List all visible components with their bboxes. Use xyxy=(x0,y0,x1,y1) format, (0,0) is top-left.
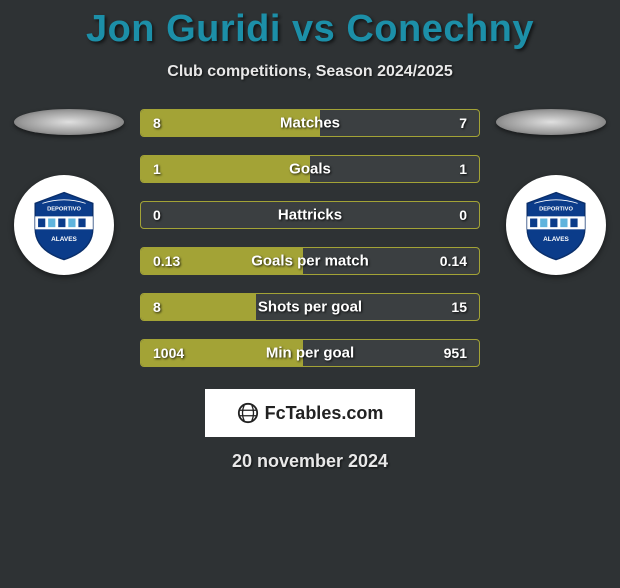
stat-fill xyxy=(141,156,310,182)
comparison-layout: DEPORTIVO ALAVES 8 Matches 7 1 Goals 1 0… xyxy=(0,109,620,385)
club-badge-right: DEPORTIVO ALAVES xyxy=(506,175,606,275)
subtitle: Club competitions, Season 2024/2025 xyxy=(0,63,620,81)
stat-value-left: 8 xyxy=(153,115,161,131)
stat-row-shots-per-goal: 8 Shots per goal 15 xyxy=(140,293,480,321)
stat-value-right: 0 xyxy=(459,207,467,223)
stat-label: Shots per goal xyxy=(258,299,362,316)
stats-column: 8 Matches 7 1 Goals 1 0 Hattricks 0 0.13… xyxy=(140,109,480,385)
club-badge-left: DEPORTIVO ALAVES xyxy=(14,175,114,275)
stat-value-left: 0.13 xyxy=(153,253,180,269)
stat-label: Goals per match xyxy=(251,253,369,270)
stat-value-right: 0.14 xyxy=(440,253,467,269)
stat-label: Min per goal xyxy=(266,345,354,362)
watermark-logo-icon xyxy=(237,402,259,424)
svg-text:DEPORTIVO: DEPORTIVO xyxy=(539,207,573,213)
stat-row-goals: 1 Goals 1 xyxy=(140,155,480,183)
stat-value-left: 1004 xyxy=(153,345,184,361)
stat-value-left: 1 xyxy=(153,161,161,177)
stat-row-matches: 8 Matches 7 xyxy=(140,109,480,137)
player-left-column: DEPORTIVO ALAVES xyxy=(16,109,126,275)
date-text: 20 november 2024 xyxy=(0,451,620,472)
club-crest-right-icon: DEPORTIVO ALAVES xyxy=(520,189,592,261)
watermark-text: FcTables.com xyxy=(265,403,384,424)
club-crest-left-icon: DEPORTIVO ALAVES xyxy=(28,189,100,261)
stat-value-right: 7 xyxy=(459,115,467,131)
stat-row-min-per-goal: 1004 Min per goal 951 xyxy=(140,339,480,367)
stat-row-goals-per-match: 0.13 Goals per match 0.14 xyxy=(140,247,480,275)
stat-value-left: 0 xyxy=(153,207,161,223)
svg-text:DEPORTIVO: DEPORTIVO xyxy=(47,207,81,213)
stat-label: Hattricks xyxy=(278,207,342,224)
stat-row-hattricks: 0 Hattricks 0 xyxy=(140,201,480,229)
stat-value-left: 8 xyxy=(153,299,161,315)
avatar-placeholder-left xyxy=(14,109,124,135)
avatar-placeholder-right xyxy=(496,109,606,135)
stat-label: Goals xyxy=(289,161,331,178)
svg-text:ALAVES: ALAVES xyxy=(51,236,77,243)
svg-text:ALAVES: ALAVES xyxy=(543,236,569,243)
page-title: Jon Guridi vs Conechny xyxy=(0,8,620,51)
stat-label: Matches xyxy=(280,115,340,132)
stat-value-right: 1 xyxy=(459,161,467,177)
stat-value-right: 951 xyxy=(444,345,467,361)
player-right-column: DEPORTIVO ALAVES xyxy=(494,109,604,275)
watermark: FcTables.com xyxy=(205,389,415,437)
stat-value-right: 15 xyxy=(451,299,467,315)
